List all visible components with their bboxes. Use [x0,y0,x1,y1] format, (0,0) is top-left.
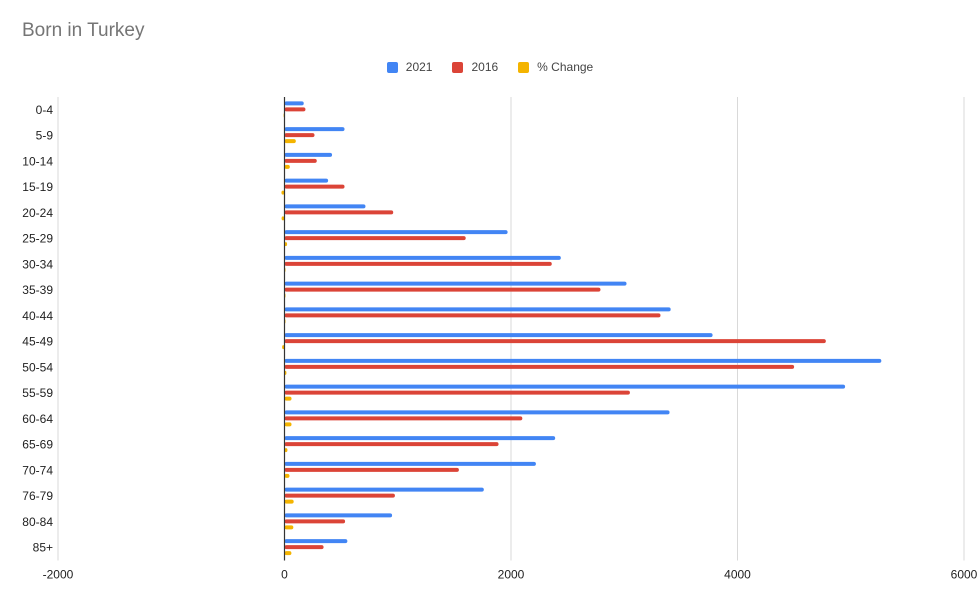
bar--change[interactable] [284,499,294,504]
y-tick-label: 10-14 [22,154,53,168]
bar--change[interactable] [284,242,288,247]
bar-2021[interactable] [284,539,348,544]
bar--change[interactable] [284,164,290,169]
y-tick-label: 70-74 [22,463,53,477]
bar-2016[interactable] [284,364,795,369]
legend-swatch-2021 [386,61,398,73]
bar-2016[interactable] [284,493,395,498]
y-tick-label: 76-79 [22,489,53,503]
legend-swatch-change [518,61,530,73]
bar-2021[interactable] [284,461,536,466]
legend-item-2021[interactable]: 2021 [386,60,433,74]
bar-2021[interactable] [284,127,345,132]
bar--change[interactable] [284,396,292,401]
y-tick-label: 30-34 [22,257,53,271]
bar-2016[interactable] [284,184,345,189]
chart-title: Born in Turkey [22,20,145,41]
bar-2016[interactable] [284,416,523,421]
bar-2016[interactable] [284,519,346,524]
gridlines [57,97,965,561]
bar--change[interactable] [284,551,292,556]
y-tick-label: 45-49 [22,335,53,349]
y-tick-label: 60-64 [22,412,53,426]
bar-2016[interactable] [284,133,315,138]
bar-2021[interactable] [284,410,670,415]
bar--change[interactable] [284,525,294,530]
y-tick-label: 25-29 [22,232,53,246]
bar-2016[interactable] [284,158,317,163]
y-tick-label: 20-24 [22,206,53,220]
bar-2021[interactable] [284,358,882,363]
bar-2016[interactable] [284,210,394,215]
bar--change[interactable] [284,448,288,453]
bar-2021[interactable] [284,178,329,183]
legend: 2021 2016 % Change [0,60,980,74]
x-tick-label: 4000 [724,568,751,582]
bar-2016[interactable] [284,261,552,266]
bar-2021[interactable] [284,281,627,286]
bar-2021[interactable] [284,487,484,492]
y-tick-label: 65-69 [22,438,53,452]
bar-2016[interactable] [284,107,306,112]
bar-2021[interactable] [284,436,556,441]
bar-2016[interactable] [284,467,459,472]
bar-2021[interactable] [284,384,846,389]
bar-2016[interactable] [284,442,499,447]
legend-swatch-2016 [452,61,464,73]
bar-2016[interactable] [284,390,630,395]
y-tick-label: 50-54 [22,360,53,374]
bar-2016[interactable] [284,313,661,318]
y-tick-label: 40-44 [22,309,53,323]
legend-item-2016[interactable]: 2016 [452,60,498,74]
bar-2016[interactable] [284,339,826,344]
x-tick-label: -2000 [43,568,74,582]
legend-label-2016: 2016 [471,60,499,74]
bar-2021[interactable] [284,333,713,338]
bar--change[interactable] [284,422,292,427]
bar-2016[interactable] [284,236,466,241]
bar--change[interactable] [281,190,285,195]
y-tick-label: 35-39 [22,283,53,297]
bar--change[interactable] [284,473,290,478]
legend-item-change[interactable]: % Change [518,60,593,74]
y-tick-label: 0-4 [36,103,54,117]
y-tick-label: 5-9 [36,129,54,143]
bar-2021[interactable] [284,255,561,260]
x-tick-label: 0 [281,568,288,582]
bar--change[interactable] [284,139,296,144]
y-tick-label: 80-84 [22,515,53,529]
legend-label-2021: 2021 [405,60,433,74]
x-tick-label: 6000 [951,568,978,582]
bar-2021[interactable] [284,101,304,106]
axis-labels: -2000 0 2000 4000 6000 0-4 5-9 10-14 15-19 20-24 2… [22,103,977,582]
y-tick-label: 85+ [33,541,53,555]
bar--change[interactable] [281,216,285,221]
bar-2021[interactable] [284,230,508,235]
legend-label-change: % Change [537,60,594,74]
bar-2016[interactable] [284,545,324,550]
y-tick-label: 55-59 [22,386,53,400]
bar-2016[interactable] [284,287,601,292]
x-tick-label: 2000 [498,568,525,582]
bar-2021[interactable] [284,307,671,312]
bars [281,101,882,556]
y-tick-label: 15-19 [22,180,53,194]
bar-2021[interactable] [284,204,366,209]
bar-2021[interactable] [284,152,333,157]
bar-2021[interactable] [284,513,393,518]
